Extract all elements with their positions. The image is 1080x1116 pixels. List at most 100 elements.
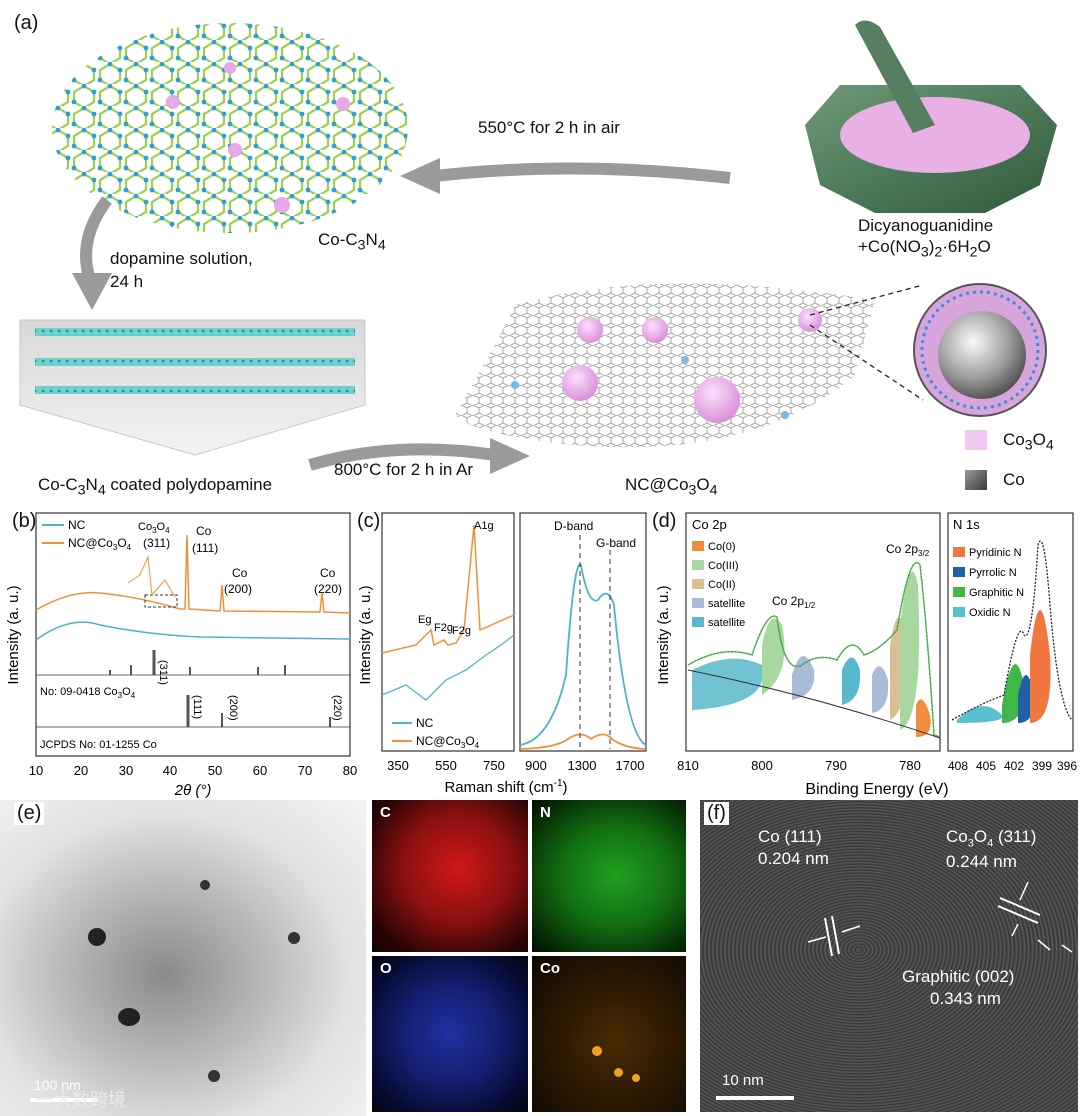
panel-e-letter: (e)	[14, 802, 45, 825]
xps-co-title: Co 2p	[692, 517, 727, 532]
legend-co3o4-label: Co3O4	[1003, 430, 1054, 454]
xrd-peak-co-200: Co	[232, 566, 248, 580]
xrd-inset-curve	[127, 555, 176, 598]
legend-co-label: Co	[1003, 470, 1025, 489]
xrd-peak-311: (311)	[143, 536, 170, 550]
hrtem-graphitic-label: Graphitic (002) 0.343 nm	[902, 967, 1015, 1009]
xrd-xtick: 70	[298, 763, 312, 778]
raman-peak-f2g-1: F2g	[434, 622, 453, 634]
xrd-peak-co-111: Co	[196, 524, 212, 538]
eds-map-n	[532, 800, 686, 952]
eds-map-c-label: C	[380, 804, 391, 821]
xrd-xtick: 60	[253, 763, 267, 778]
xrd-ref2-220: (220)	[331, 695, 343, 721]
tem-scale-label: 100 nm	[34, 1077, 81, 1093]
tem-image	[0, 800, 366, 1116]
xrd-peak-111: (111)	[192, 541, 218, 555]
xrd-xtick: 40	[163, 763, 177, 778]
raman-xtick: 750	[483, 758, 505, 773]
xps-co-baseline	[687, 669, 941, 739]
xrd-xtick: 10	[29, 763, 43, 778]
core-shell-illustration	[913, 283, 1047, 417]
raman-d-band: D-band	[554, 519, 593, 533]
xps-co-legend: Co(II)	[708, 579, 736, 591]
precursor-label: Dicyanoguanidine +Co(NO3)2·6H2O	[858, 216, 994, 261]
xps-n-legend: Pyrrolic N	[969, 567, 1017, 579]
arrow-right-icon	[308, 438, 530, 474]
step-ar-label: 800°C for 2 h in Ar	[334, 460, 474, 479]
xrd-xtick: 80	[343, 763, 357, 778]
xrd-curve-nc	[35, 621, 351, 641]
raman-xtick: 1300	[568, 758, 597, 773]
legend-co3o4-swatch	[965, 430, 987, 450]
xrd-ref2-200: (200)	[227, 695, 239, 721]
xps-n-legend: Oxidic N	[969, 607, 1011, 619]
raman-right-curve-nc	[519, 563, 647, 746]
xps-co-fit	[687, 562, 941, 738]
raman-xtick: 900	[525, 758, 547, 773]
raman-peak-a1g: A1g	[474, 520, 494, 532]
xrd-xtick: 20	[74, 763, 88, 778]
xps-n-envelope	[951, 540, 1073, 721]
xrd-peak-200: (200)	[224, 582, 252, 596]
xrd-xtick: 30	[119, 763, 133, 778]
co-c3n4-label: Co-C3N4	[318, 230, 386, 254]
raman-chart: Intensity (a. u.) Eg F2g F2g A1g NC NC@C…	[357, 512, 647, 796]
panel-a-letter: (a)	[14, 12, 39, 34]
raman-right-curve-nc-co3o4	[519, 733, 647, 750]
xrd-ref1-311: (311)	[157, 660, 169, 685]
hrtem-scale-label: 10 nm	[722, 1072, 764, 1089]
xrd-curve-nc-co3o4	[35, 534, 351, 614]
panel-f-letter: (f)	[704, 802, 729, 825]
xps-chart: Intensity (a. u.) Co 2p Co(0) Co(III) Co…	[655, 512, 1077, 798]
raman-xtick: 550	[435, 758, 457, 773]
xrd-peak-220: (220)	[314, 582, 342, 596]
raman-ylabel: Intensity (a. u.)	[357, 585, 374, 684]
raman-xtick: 1700	[616, 758, 645, 773]
raman-left-curve-nc	[381, 634, 515, 701]
xrd-zoom-box	[144, 594, 178, 608]
xrd-legend-nc-co3o4: NC@Co3O4	[68, 536, 132, 552]
xps-co-legend: Co(III)	[708, 560, 739, 572]
xps-xlabel: Binding Energy (eV)	[805, 781, 948, 798]
raman-left-curve-nc-co3o4	[381, 524, 515, 654]
product-label: NC@Co3O4	[625, 475, 718, 499]
hrtem-spacing-markers	[807, 881, 1073, 957]
arrow-down-icon	[72, 196, 112, 310]
panel-b-letter: (b)	[12, 510, 37, 532]
xrd-xtick: 50	[208, 763, 222, 778]
hrtem-co-label: Co (111) 0.204 nm	[758, 827, 829, 869]
mortar-illustration	[805, 20, 1057, 213]
xps-n-title: N 1s	[953, 517, 980, 532]
xps-n-xtick: 402	[1004, 759, 1024, 773]
xps-n-xtick: 408	[948, 759, 968, 773]
xps-ylabel: Intensity (a. u.)	[655, 585, 672, 684]
panel-d-letter: (d)	[652, 510, 677, 532]
xps-n-legend: Pyridinic N	[969, 547, 1022, 559]
panel-c-letter: (c)	[357, 510, 381, 532]
raman-g-band: G-band	[596, 536, 636, 550]
raman-peak-f2g-2: F2g	[452, 625, 471, 637]
xps-co-peak-three-half: Co 2p3/2	[886, 542, 930, 558]
nc-co3o4-sheet-illustration	[455, 283, 875, 448]
xps-co-legend: satellite	[708, 598, 745, 610]
dopamine-label: dopamine solution, 24 h	[110, 249, 253, 291]
xps-co-xtick: 800	[751, 758, 773, 773]
xrd-chart: Intensity (a. u.) NC NC@Co3O4 Co3O4 (311…	[5, 512, 357, 799]
xps-co-legend: Co(0)	[708, 541, 736, 553]
raman-legend-nc-co3o4: NC@Co3O4	[416, 734, 480, 750]
xps-n-legend: Graphitic N	[969, 587, 1024, 599]
legend-co-swatch	[965, 470, 987, 490]
xrd-peak-co-220: Co	[320, 566, 336, 580]
xrd-ref1-label: No: 09-0418 Co3O4	[40, 686, 136, 700]
xps-co-legend: satellite	[708, 617, 745, 629]
xps-co-xtick: 810	[677, 758, 699, 773]
coated-layers-illustration	[19, 319, 366, 456]
xrd-peak-co3o4: Co3O4	[138, 521, 170, 535]
zoom-dashed-lines	[809, 284, 924, 401]
hrtem-image	[700, 800, 1078, 1112]
xps-n-xtick: 405	[976, 759, 996, 773]
hrtem-co3o4-label: Co3O4 (311) 0.244 nm	[946, 827, 1037, 871]
raman-xlabel: Raman shift (cm-1)	[444, 778, 567, 796]
xps-co-peak-half: Co 2p1/2	[772, 594, 816, 610]
